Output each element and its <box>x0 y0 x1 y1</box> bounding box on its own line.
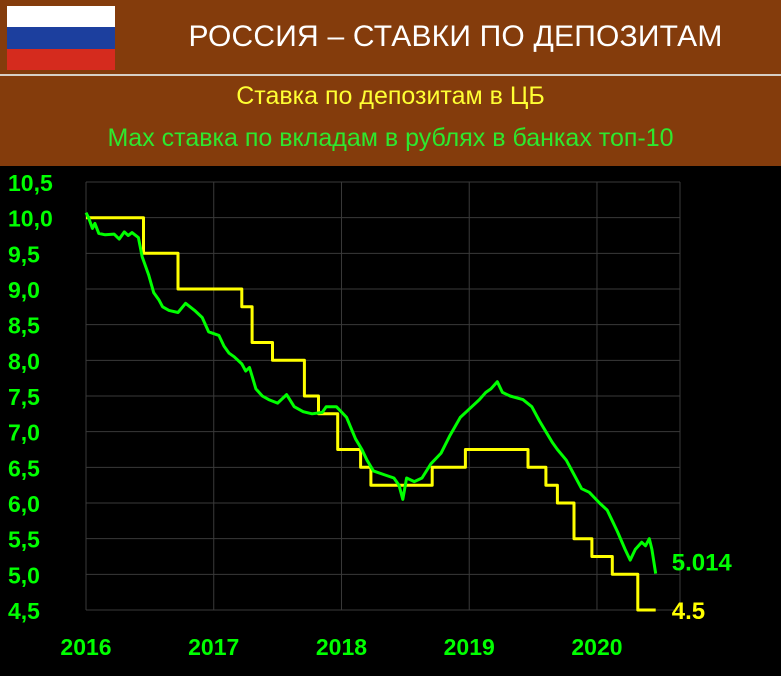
x-tick-label: 2018 <box>316 634 367 660</box>
x-tick-label: 2016 <box>60 634 111 660</box>
y-tick-label: 7,5 <box>8 384 40 410</box>
y-tick-label: 10,0 <box>8 206 53 232</box>
y-tick-label: 7,0 <box>8 420 40 446</box>
y-tick-label: 9,0 <box>8 277 40 303</box>
russia-flag-icon <box>7 6 115 70</box>
y-tick-label: 6,0 <box>8 491 40 517</box>
y-tick-label: 6,5 <box>8 455 40 481</box>
y-tick-label: 9,5 <box>8 241 40 267</box>
bank-rate-end-label: 5.014 <box>672 550 733 577</box>
y-tick-label: 5,5 <box>8 527 40 553</box>
x-tick-label: 2020 <box>571 634 622 660</box>
flag-stripe-blue <box>7 27 115 49</box>
page-title: РОССИЯ – СТАВКИ ПО ДЕПОЗИТАМ <box>188 20 723 53</box>
y-tick-label: 4,5 <box>8 598 40 624</box>
bank-rate-line <box>84 212 658 574</box>
header-divider <box>0 74 781 76</box>
y-tick-label: 8,5 <box>8 313 40 339</box>
x-tick-label: 2017 <box>188 634 239 660</box>
flag-stripe-red <box>7 48 115 70</box>
x-tick-label: 2019 <box>444 634 495 660</box>
flag-stripe-white <box>7 6 115 28</box>
y-tick-label: 10,5 <box>8 170 53 196</box>
header-bar: РОССИЯ – СТАВКИ ПО ДЕПОЗИТАМ <box>0 0 781 74</box>
y-tick-label: 5,0 <box>8 562 40 588</box>
legend-cb-rate: Ставка по депозитам в ЦБ <box>236 82 545 110</box>
chart-panel <box>0 166 781 676</box>
legend-bank-rate: Max ставка по вкладам в рублях в банках … <box>107 124 674 152</box>
cb-rate-line <box>86 216 656 612</box>
cb-rate-end-label: 4.5 <box>672 598 705 625</box>
y-tick-label: 8,0 <box>8 348 40 374</box>
